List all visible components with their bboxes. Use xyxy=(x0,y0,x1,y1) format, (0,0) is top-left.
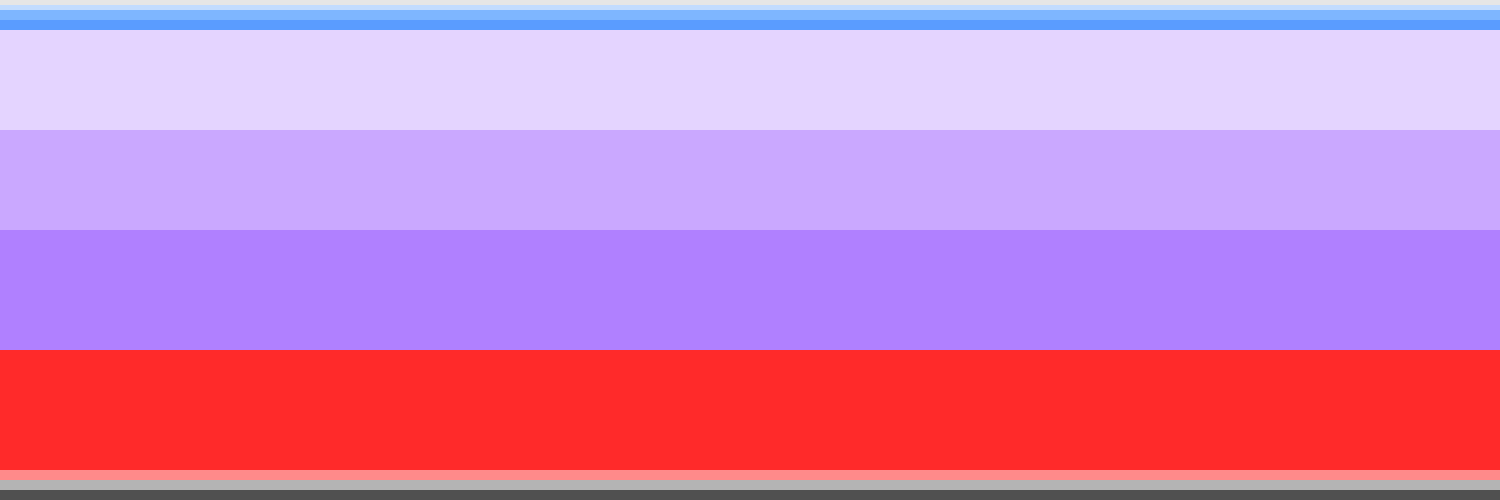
band-light-red xyxy=(0,470,1500,480)
band-blue xyxy=(0,20,1500,30)
band-pale-lavender xyxy=(0,30,1500,130)
band-dark-gray xyxy=(0,490,1500,500)
band-purple xyxy=(0,230,1500,350)
band-red xyxy=(0,350,1500,470)
band-pale-blue xyxy=(0,5,1500,10)
band-light-gray xyxy=(0,0,1500,5)
band-light-blue xyxy=(0,10,1500,20)
band-lavender xyxy=(0,130,1500,230)
band-gray xyxy=(0,480,1500,490)
